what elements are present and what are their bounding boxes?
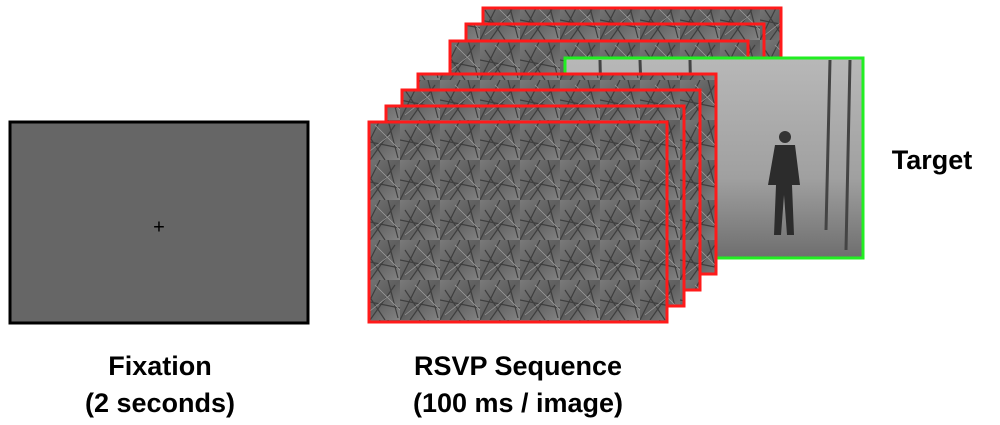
target-label: Target (892, 145, 973, 175)
distractor-frame (367, 120, 669, 324)
fixation-label: Fixation (108, 351, 212, 381)
fixation-screen (8, 120, 310, 325)
rsvp-rate: (100 ms / image) (413, 388, 623, 418)
fixation-cross: + (153, 216, 165, 238)
fixation-duration: (2 seconds) (85, 388, 235, 418)
rsvp-label: RSVP Sequence (414, 351, 622, 381)
